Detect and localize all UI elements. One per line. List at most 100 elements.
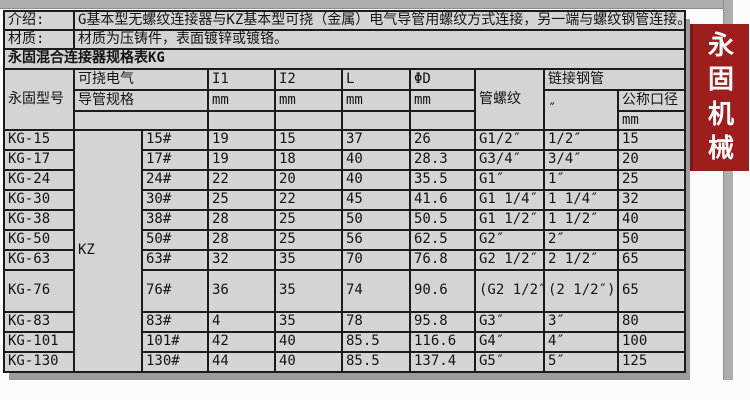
header-i1-unit: mm: [207, 88, 276, 112]
i2-cell: 35: [274, 310, 343, 333]
spec-table: 介绍: G基本型无螺纹连接器与KZ基本型可挠（金属）电气导管用螺纹方式连接，另一…: [2, 10, 687, 373]
table-row: KG-30 30# 25 22 45 41.6 G1 1/4″ 1 1/4″ 3…: [3, 188, 687, 211]
inch-cell: 4″: [543, 330, 619, 353]
l-cell: 37: [341, 128, 411, 151]
size-cell: 15#: [141, 128, 209, 151]
header-phid-unit: mm: [409, 88, 476, 112]
dn-cell: 65: [616, 268, 687, 313]
l-cell: 70: [341, 248, 411, 271]
i2-cell: 35: [274, 268, 343, 313]
thread-cell: G1/2″: [474, 128, 545, 151]
header-conduit-empty: [73, 109, 209, 131]
size-cell: 30#: [141, 188, 209, 211]
table-title-row: 永固混合连接器规格表KG: [2, 47, 687, 70]
size-cell: 24#: [141, 168, 209, 191]
thread-cell: G3/4″: [474, 148, 545, 171]
material-text: 材质为压铸件，表面镀锌或镀铬。: [72, 28, 687, 50]
model-cell: KG-76: [3, 268, 75, 313]
header-conduit-line2: 导管规格: [73, 88, 209, 112]
table-row: KG-50 50# 28 25 56 62.5 G2″ 2″ 50: [3, 228, 687, 251]
header-i1: I1: [207, 67, 276, 91]
model-cell: KG-101: [3, 330, 75, 353]
thread-cell: (G2 1/2″): [474, 268, 545, 313]
i2-cell: 15: [274, 128, 343, 151]
material-row: 材质: 材质为压铸件，表面镀锌或镀铬。: [3, 28, 687, 50]
d-cell: 116.6: [409, 330, 476, 353]
header-i2: I2: [274, 67, 343, 91]
inch-cell: 2 1/2″: [543, 248, 619, 271]
header-empty-cell: [409, 109, 476, 131]
thread-cell: G2 1/2″: [474, 248, 545, 271]
table-row: KG-17 17# 19 18 40 28.3 G3/4″ 3/4″ 20: [3, 148, 687, 171]
brand-char: 永: [707, 30, 734, 61]
frame-top-bar: [0, 0, 729, 9]
inch-cell: 3/4″: [543, 148, 619, 171]
size-cell: 76#: [141, 268, 209, 313]
model-cell: KG-15: [3, 128, 75, 151]
intro-text: G基本型无螺纹连接器与KZ基本型可挠（金属）电气导管用螺纹方式连接，另一端与螺纹…: [72, 10, 687, 31]
i2-cell: 25: [274, 228, 343, 251]
i1-cell: 36: [207, 268, 276, 313]
i1-cell: 42: [207, 330, 276, 353]
d-cell: 137.4: [409, 350, 476, 373]
inch-cell: 2″: [543, 228, 619, 251]
d-cell: 62.5: [409, 228, 476, 251]
dn-cell: 80: [616, 310, 687, 333]
header-row-3: mm: [4, 109, 687, 131]
i2-cell: 35: [274, 248, 343, 271]
i1-cell: 19: [207, 148, 276, 171]
inch-cell: 1″: [543, 168, 619, 191]
header-steel-pipe: 链接钢管: [542, 67, 687, 91]
i2-cell: 18: [274, 148, 343, 171]
l-cell: 45: [341, 188, 411, 211]
model-cell: KG-130: [3, 350, 75, 373]
model-cell: KG-17: [3, 148, 75, 171]
d-cell: 35.5: [409, 168, 476, 191]
table-row: KG-130 130# 44 40 85.5 137.4 G5″ 5″ 125: [3, 350, 687, 373]
inch-cell: 1 1/2″: [543, 208, 619, 231]
i1-cell: 25: [207, 188, 276, 211]
l-cell: 78: [341, 310, 411, 333]
brand-char: 机: [707, 99, 734, 130]
i1-cell: 19: [207, 128, 276, 151]
model-cell: KG-38: [3, 208, 75, 231]
d-cell: 41.6: [409, 188, 476, 211]
i1-cell: 28: [207, 228, 276, 251]
dn-cell: 100: [616, 330, 687, 353]
header-i2-unit: mm: [274, 88, 343, 112]
header-thread: 管螺纹: [474, 67, 545, 131]
header-dn-unit: mm: [616, 109, 687, 131]
d-cell: 50.5: [409, 208, 476, 231]
l-cell: 74: [341, 268, 411, 313]
size-cell: 101#: [141, 330, 209, 353]
i2-cell: 40: [274, 350, 343, 373]
table-row: KG-63 63# 32 35 70 76.8 G2 1/2″ 2 1/2″ 6…: [3, 248, 687, 271]
material-label: 材质:: [3, 28, 75, 50]
brand-char: 械: [707, 134, 734, 165]
dn-cell: 15: [616, 128, 687, 151]
thread-cell: G4″: [474, 330, 545, 353]
dn-cell: 32: [616, 188, 687, 211]
dn-cell: 125: [616, 350, 687, 373]
inch-cell: 3″: [543, 310, 619, 333]
i2-cell: 20: [274, 168, 343, 191]
i1-cell: 22: [207, 168, 276, 191]
header-inch-mark: ″: [543, 88, 619, 131]
header-l: L: [341, 67, 411, 91]
dn-cell: 40: [616, 208, 687, 231]
header-conduit-line1: 可挠电气: [73, 67, 209, 91]
table-row: KG-83 83# 4 35 78 95.8 G3″ 3″ 80: [3, 310, 687, 333]
thread-cell: G1 1/2″: [474, 208, 545, 231]
l-cell: 56: [341, 228, 411, 251]
inch-cell: 1/2″: [543, 128, 619, 151]
header-empty-cell: [274, 109, 343, 131]
dn-cell: 25: [616, 168, 687, 191]
dn-cell: 50: [616, 228, 687, 251]
size-cell: 38#: [141, 208, 209, 231]
frame-right-bar: [723, 0, 733, 380]
i2-cell: 25: [274, 208, 343, 231]
size-cell: 63#: [141, 248, 209, 271]
model-cell: KG-30: [3, 188, 75, 211]
i1-cell: 32: [207, 248, 276, 271]
i1-cell: 28: [207, 208, 276, 231]
